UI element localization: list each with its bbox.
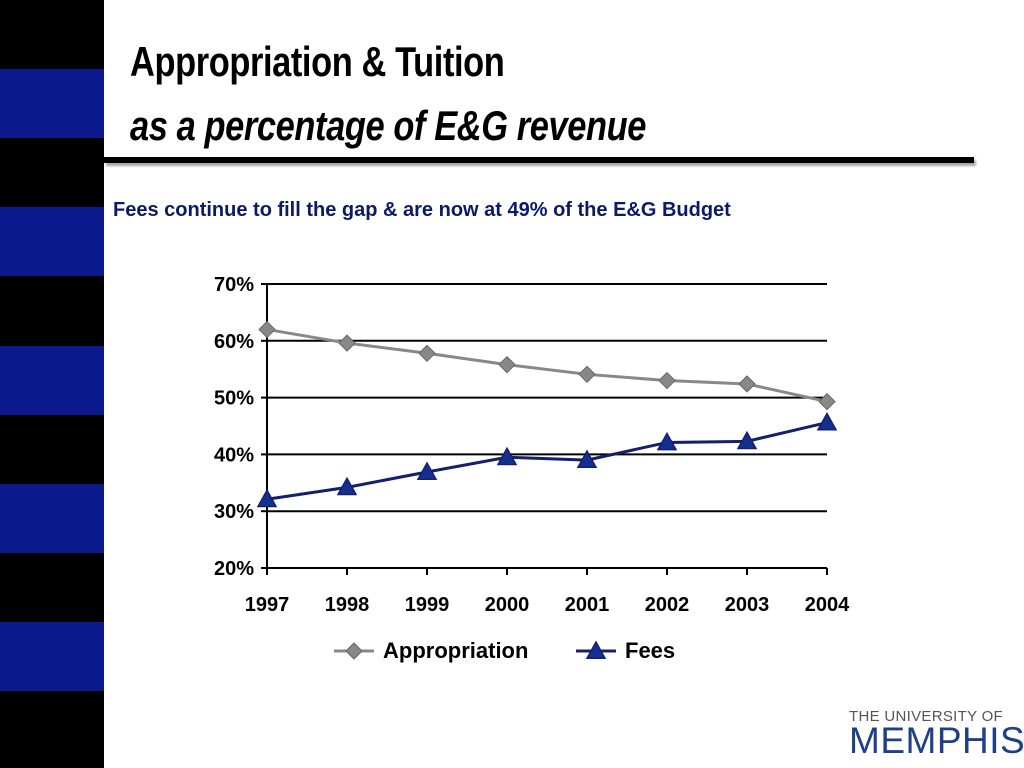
data-point-appropriation (658, 371, 676, 390)
legend-label: Fees (625, 638, 675, 663)
y-tick-label: 30% (214, 501, 254, 523)
data-point-fees (656, 431, 678, 451)
line-chart: 20% 30% 40% 50% 60% 70% 1997 1998 1999 2000 2001 20… (214, 274, 850, 663)
data-point-fees (496, 446, 518, 466)
data-point-fees (576, 449, 598, 469)
data-point-fees (416, 461, 438, 480)
data-point-appropriation (258, 320, 276, 339)
series-line-appropriation (266, 327, 828, 404)
data-point-fees (816, 412, 838, 431)
legend-marker (345, 642, 363, 660)
legend-label: Appropriation (383, 638, 528, 663)
data-point-appropriation (738, 375, 756, 393)
sidebar-blue-block (0, 69, 104, 138)
title-line-2: as a percentage of E&G revenue (130, 102, 646, 149)
slide-subtitle: Fees continue to fill the gap & are now … (113, 199, 731, 221)
data-point-appropriation (418, 344, 436, 363)
x-tick-label: 1999 (405, 594, 450, 616)
data-point-fees (256, 488, 278, 508)
x-tick-label: 1997 (245, 594, 290, 616)
data-point-appropriation (578, 365, 596, 384)
sidebar-blue-block (0, 207, 104, 276)
left-sidebar (0, 0, 104, 768)
sidebar-blue-block (0, 346, 104, 415)
x-tick-label: 2001 (565, 594, 610, 616)
title-divider (104, 157, 974, 163)
y-tick-label: 60% (214, 331, 254, 353)
y-tick-label: 70% (214, 274, 254, 296)
series-line-fees (266, 421, 828, 501)
y-tick-label: 20% (214, 558, 254, 580)
sidebar-blue-block (0, 484, 104, 553)
data-point-appropriation (338, 334, 356, 352)
legend-marker (585, 640, 607, 659)
logo-top-text: THE UNIVERSITY OF (849, 708, 1004, 725)
data-point-fees (336, 476, 358, 496)
logo-main-text: MEMPHIS (849, 720, 1024, 761)
data-point-appropriation (498, 355, 516, 374)
sidebar-blue-block (0, 622, 104, 691)
x-tick-label: 1998 (325, 594, 370, 616)
x-tick-label: 2003 (725, 594, 770, 616)
y-tick-label: 40% (214, 444, 254, 466)
x-tick-label: 2000 (485, 594, 530, 616)
y-tick-label: 50% (214, 388, 254, 410)
x-tick-label: 2004 (805, 594, 850, 616)
data-point-appropriation (818, 392, 836, 411)
x-tick-label: 2002 (645, 594, 690, 616)
title-line-1: Appropriation & Tuition (130, 38, 505, 85)
data-point-fees (736, 430, 758, 450)
university-logo: THE UNIVERSITY OF MEMPHIS (849, 708, 1024, 761)
